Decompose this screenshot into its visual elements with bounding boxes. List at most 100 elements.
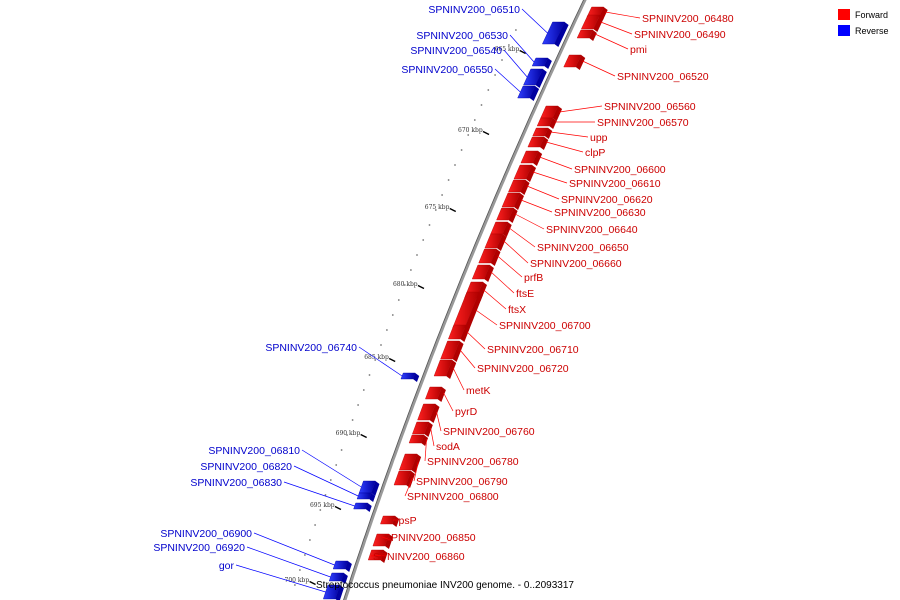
gene-forward-13[interactable] [496, 207, 514, 221]
gene-reverse-9[interactable] [332, 560, 349, 570]
gene-label-forward[interactable]: pmi [630, 44, 647, 56]
gene-forward-22[interactable] [433, 359, 453, 377]
gene-label-forward[interactable]: ftsE [516, 288, 534, 300]
gene-forward-20[interactable] [448, 324, 467, 340]
minor-tick-dot [368, 374, 371, 376]
gene-forward-4[interactable] [563, 54, 582, 68]
gene-label-forward[interactable]: SPNINV200_06700 [499, 320, 591, 332]
gene-forward-24-side [429, 404, 440, 423]
gene-label-reverse[interactable]: SPNINV200_06740 [265, 342, 357, 354]
gene-forward-7[interactable] [532, 127, 549, 137]
gene-label-forward[interactable]: SPNINV200_06660 [530, 258, 622, 270]
major-tick [482, 130, 490, 136]
gene-label-forward[interactable]: SPNINV200_06520 [617, 71, 709, 83]
gene-label-forward[interactable]: SPNINV200_06710 [487, 344, 579, 356]
gene-forward-10[interactable] [513, 164, 533, 180]
gene-label-forward[interactable]: SPNINV200_06640 [546, 224, 638, 236]
gene-label-forward[interactable]: SPNINV200_06800 [407, 491, 499, 503]
gene-forward-2[interactable] [581, 14, 601, 30]
gene-forward-15[interactable] [484, 233, 503, 249]
gene-label-forward[interactable]: SPNINV200_06570 [597, 117, 689, 129]
gene-label-forward[interactable]: SPNINV200_06560 [604, 101, 696, 113]
gene-label-forward[interactable]: rpsP [395, 515, 417, 527]
gene-forward-12[interactable] [501, 192, 521, 208]
gene-reverse-8[interactable] [353, 502, 368, 510]
gene-label-forward[interactable]: prfB [524, 272, 543, 284]
gene-label-forward[interactable]: ftsX [508, 304, 526, 316]
gene-label-reverse[interactable]: SPNINV200_06810 [208, 445, 300, 457]
gene-forward-3[interactable] [576, 29, 594, 39]
minor-tick-dot [515, 29, 517, 31]
gene-label-forward[interactable]: pyrD [455, 406, 478, 418]
gene-label-forward[interactable]: SPNINV200_06790 [416, 476, 508, 488]
gene-forward-16[interactable] [478, 248, 497, 264]
gene-reverse-10-side [341, 573, 348, 584]
gene-label-forward[interactable]: SPNINV200_06620 [561, 194, 653, 206]
gene-forward-30[interactable] [372, 533, 390, 547]
tick-label: 665 kbp [495, 46, 520, 53]
minor-tick-dot [428, 224, 431, 226]
minor-tick-dot [480, 104, 483, 106]
gene-label-reverse[interactable]: SPNINV200_06830 [190, 477, 282, 489]
gene-forward-23[interactable] [425, 386, 443, 400]
gene-label-reverse[interactable]: gor [219, 560, 235, 572]
gene-forward-8[interactable] [527, 136, 545, 148]
minor-tick-dot [357, 404, 359, 406]
gene-label-reverse[interactable]: SPNINV200_06900 [160, 528, 252, 540]
gene-label-forward[interactable]: upp [590, 132, 608, 144]
gene-reverse-5[interactable] [400, 372, 416, 380]
gene-label-forward[interactable]: SPNINV200_06630 [554, 207, 646, 219]
gene-forward-24[interactable] [417, 403, 436, 421]
gene-label-reverse[interactable]: SPNINV200_06920 [153, 542, 245, 554]
gene-reverse-7[interactable] [356, 492, 372, 500]
gene-reverse-2[interactable] [531, 57, 549, 67]
gene-forward-9[interactable] [520, 150, 539, 164]
gene-forward-17[interactable] [471, 264, 491, 280]
gene-forward-28[interactable] [393, 470, 412, 486]
gene-forward-27[interactable] [399, 453, 418, 471]
gene-forward-6[interactable] [536, 117, 553, 127]
gene-label-reverse[interactable]: SPNINV200_06530 [416, 30, 508, 42]
gene-label-forward[interactable]: SPNINV200_06490 [634, 29, 726, 41]
gene-forward-25[interactable] [412, 421, 430, 435]
gene-reverse-1[interactable] [542, 21, 565, 45]
tick-label: 675 kbp [425, 204, 450, 211]
gene-forward-26[interactable] [408, 434, 425, 444]
minor-tick-dot [335, 464, 338, 466]
gene-label-forward[interactable]: SPNINV200_06860 [373, 551, 465, 563]
gene-label-forward[interactable]: SPNINV200_06610 [569, 178, 661, 190]
gene-reverse-3[interactable] [523, 68, 544, 86]
major-tick [309, 580, 316, 586]
gene-forward-29[interactable] [380, 515, 396, 525]
leader-line-forward [550, 131, 589, 138]
gene-label-reverse[interactable]: SPNINV200_06510 [428, 4, 520, 16]
tick-label: 690 kbp [336, 430, 361, 437]
gene-forward-11[interactable] [508, 179, 526, 193]
gene-label-forward[interactable]: SPNINV200_06720 [477, 363, 569, 375]
gene-label-forward[interactable]: metK [466, 385, 491, 397]
major-tick [334, 505, 342, 511]
gene-label-forward[interactable]: SPNINV200_06850 [384, 532, 476, 544]
gene-label-forward[interactable]: SPNINV200_06780 [427, 456, 519, 468]
gene-label-reverse[interactable]: SPNINV200_06820 [200, 461, 292, 473]
gene-label-forward[interactable]: SPNINV200_06760 [443, 426, 535, 438]
gene-reverse-10[interactable] [328, 572, 345, 582]
gene-forward-21[interactable] [440, 340, 460, 360]
gene-reverse-8-side [365, 503, 372, 512]
gene-label-forward[interactable]: SPNINV200_06600 [574, 164, 666, 176]
gene-label-reverse[interactable]: SPNINV200_06550 [401, 64, 493, 76]
minor-tick-dot [362, 389, 365, 391]
legend-reverse-label: Reverse [855, 26, 889, 36]
gene-label-forward[interactable]: sodA [436, 441, 460, 453]
gene-forward-11-side [520, 180, 530, 195]
gene-reverse-11[interactable] [323, 584, 341, 600]
gene-label-reverse[interactable]: SPNINV200_06540 [410, 45, 502, 57]
gene-label-forward[interactable]: SPNINV200_06480 [642, 13, 734, 25]
gene-label-forward[interactable]: SPNINV200_06650 [537, 242, 629, 254]
leader-line-forward [514, 213, 545, 230]
gene-label-forward[interactable]: clpP [585, 147, 605, 159]
gene-forward-31[interactable] [367, 549, 384, 561]
gene-reverse-4[interactable] [517, 85, 536, 99]
leader-line-reverse [301, 449, 362, 488]
